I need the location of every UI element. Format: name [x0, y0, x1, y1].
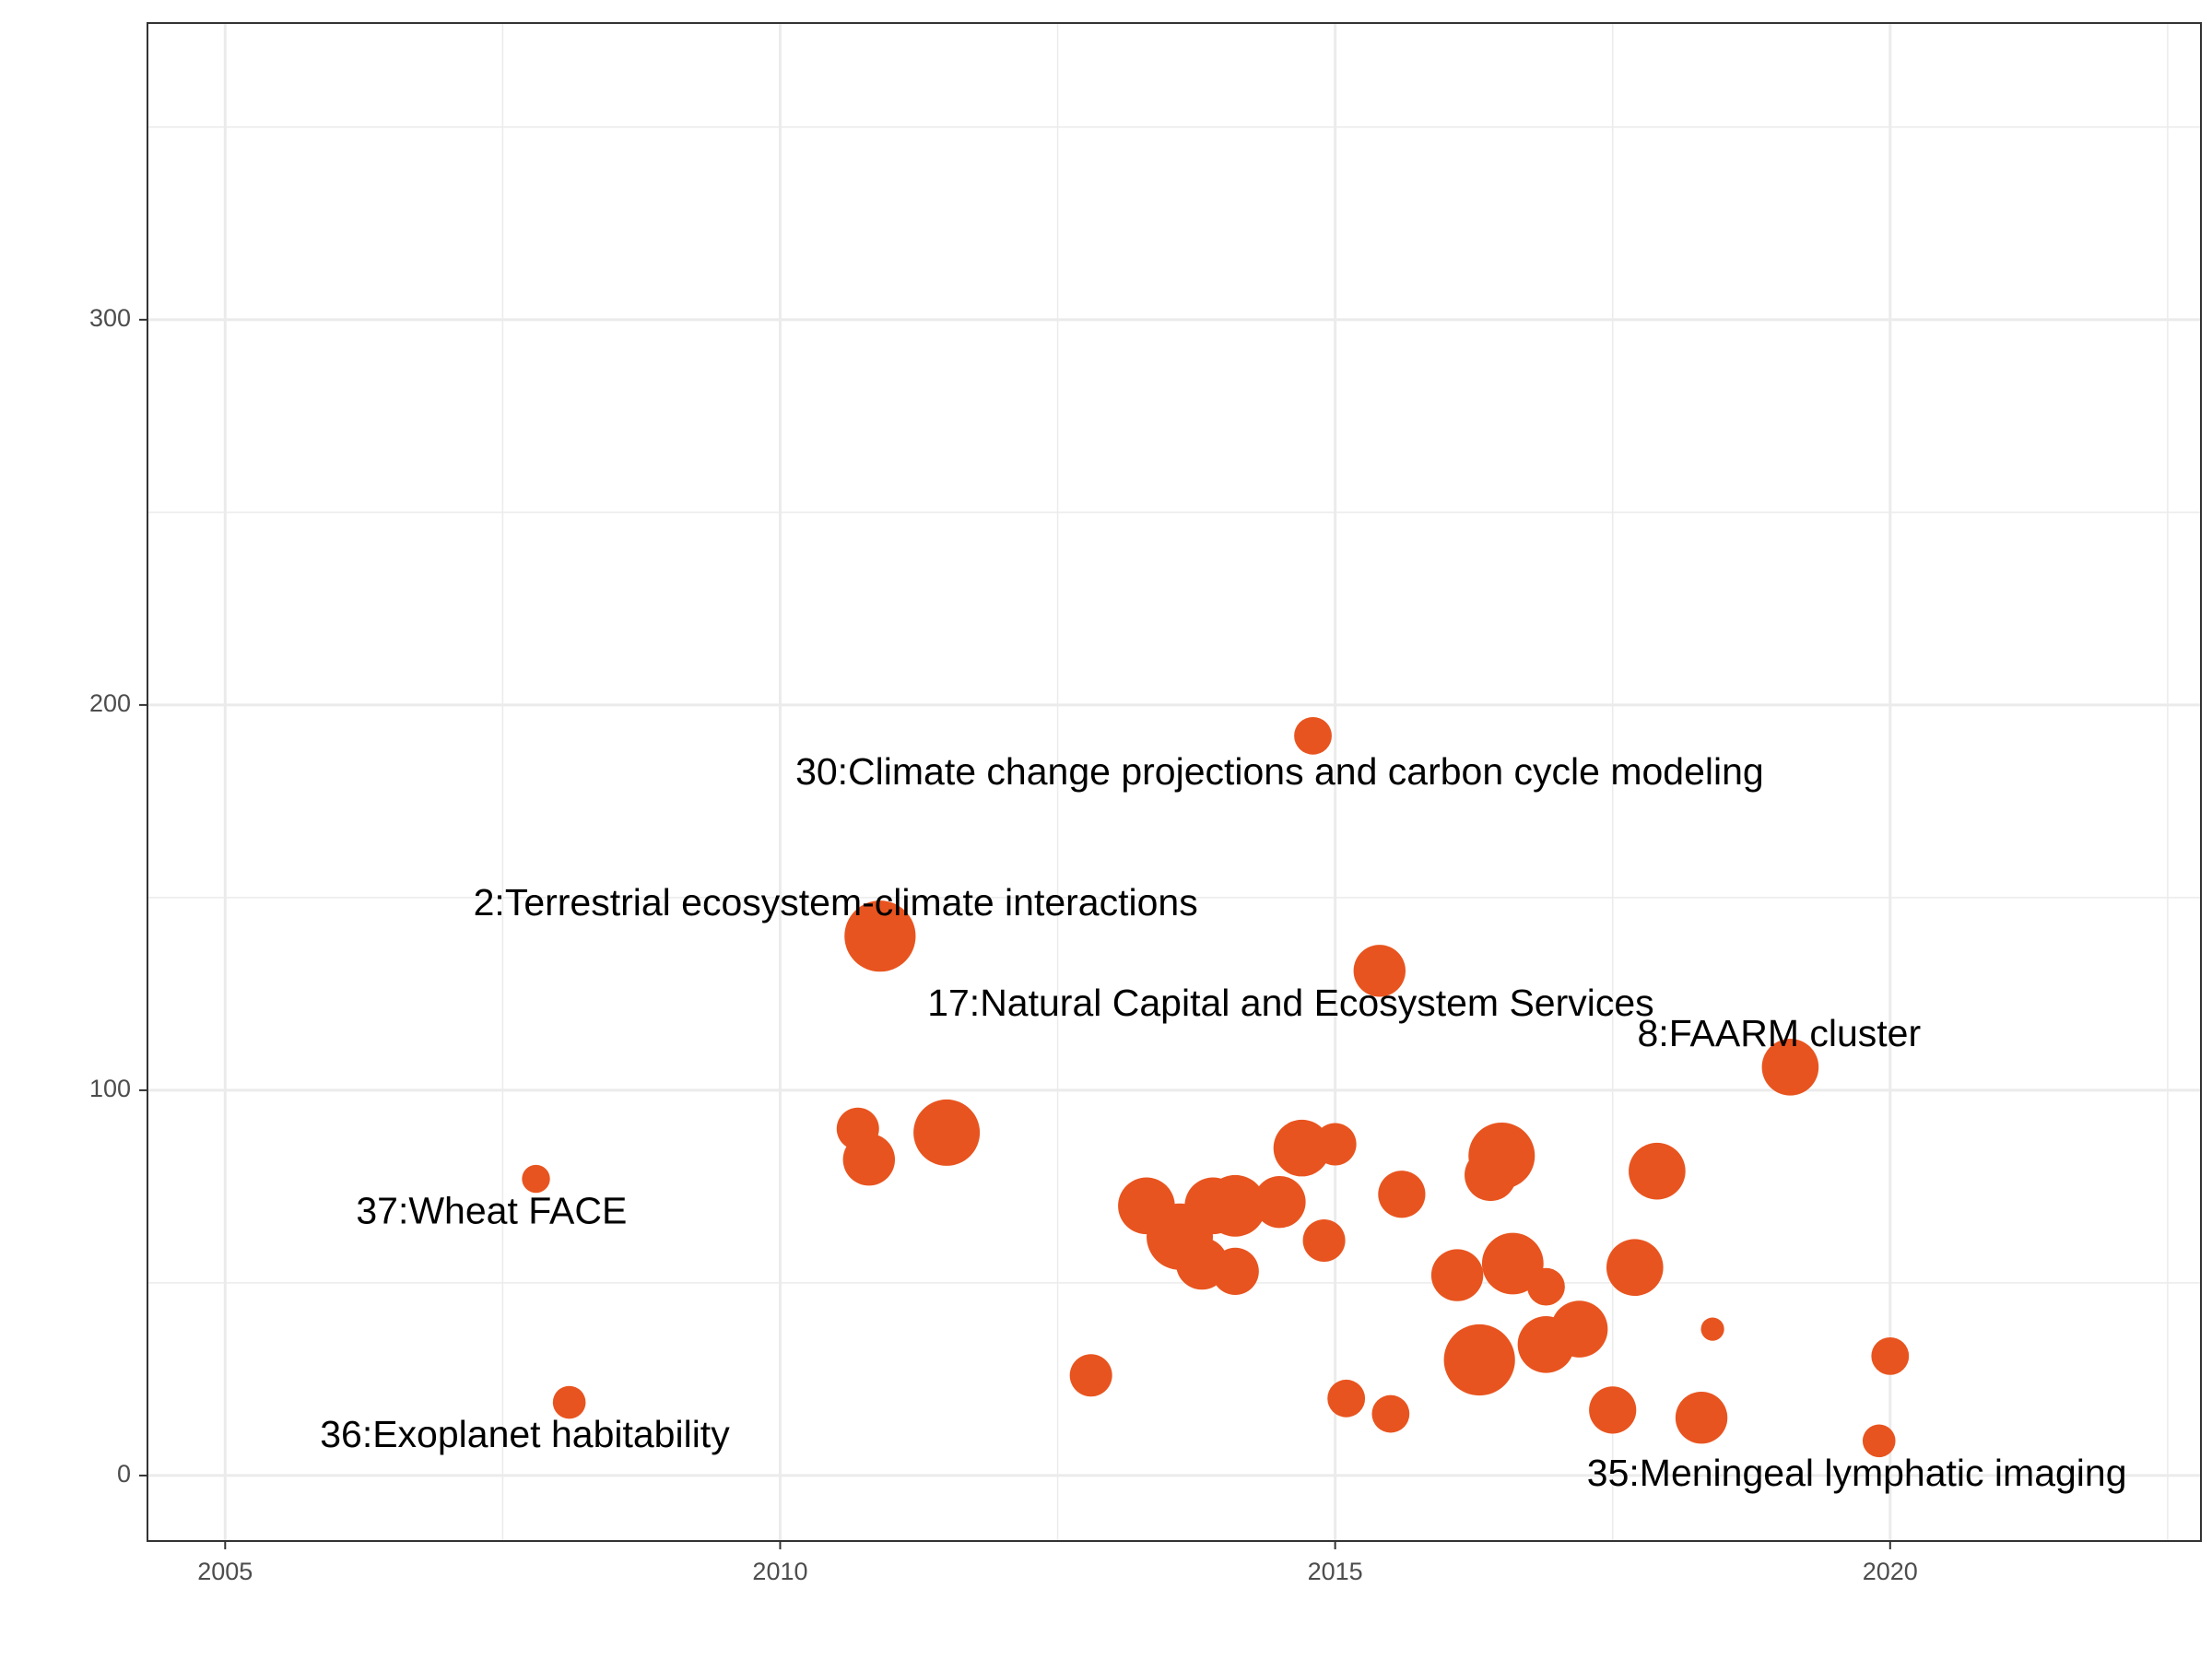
y-tick-label: 0: [117, 1460, 131, 1488]
x-tick-label: 2015: [1308, 1558, 1363, 1585]
data-point: [1211, 1247, 1259, 1295]
data-point: [1294, 716, 1332, 755]
data-point: [1629, 1142, 1686, 1200]
data-point: [913, 1099, 981, 1166]
data-point: [1761, 1039, 1819, 1096]
y-tick-label: 300: [89, 304, 131, 332]
data-point: [1273, 1119, 1331, 1177]
point-labels: 30:Climate change projections and carbon…: [320, 750, 2126, 1494]
data-point: [1675, 1392, 1728, 1444]
data-point: [1327, 1379, 1366, 1418]
y-tick-label: 100: [89, 1075, 131, 1102]
data-point: [1313, 1123, 1357, 1166]
data-points: [522, 716, 1910, 1458]
data-point: [842, 1133, 896, 1186]
point-label: 8:FAARM cluster: [1638, 1012, 1922, 1054]
data-point: [1606, 1239, 1664, 1297]
data-point: [1481, 1232, 1544, 1295]
x-tick-label: 2010: [752, 1558, 807, 1585]
data-point: [1468, 1122, 1535, 1189]
point-label: 35:Meningeal lymphatic imaging: [1587, 1452, 2127, 1494]
data-point: [1443, 1324, 1515, 1396]
grid-lines: [147, 23, 2201, 1541]
point-label: 2:Terrestrial ecosystem-climate interact…: [474, 881, 1198, 924]
data-point: [522, 1164, 550, 1194]
point-label: 36:Exoplanet habitability: [320, 1413, 730, 1455]
plot-panel: [147, 23, 2201, 1541]
data-point: [1253, 1175, 1306, 1229]
data-point: [1550, 1300, 1608, 1358]
x-tick-label: 2005: [197, 1558, 253, 1585]
point-label: 30:Climate change projections and carbon…: [795, 750, 1764, 793]
data-point: [1378, 1171, 1426, 1218]
data-point: [844, 900, 916, 972]
data-point: [1204, 1174, 1266, 1237]
data-point: [1353, 945, 1406, 997]
data-point: [1871, 1336, 1910, 1375]
data-point: [1862, 1424, 1896, 1458]
data-point: [1302, 1218, 1346, 1262]
point-label: 17:Natural Capital and Ecosystem Service…: [927, 982, 1653, 1024]
plot-border: [147, 22, 2202, 1542]
data-point: [1430, 1249, 1484, 1301]
y-tick-label: 200: [89, 689, 131, 717]
point-label: 37:Wheat FACE: [356, 1190, 627, 1232]
data-point: [1069, 1354, 1112, 1397]
data-point: [1527, 1267, 1565, 1306]
axes: 2005 2010 2015 2020 0 100 200 300: [89, 304, 1918, 1585]
data-point: [1700, 1317, 1724, 1341]
data-point: [552, 1385, 586, 1419]
x-tick-label: 2020: [1863, 1558, 1918, 1585]
data-point: [1371, 1394, 1410, 1433]
data-point: [1589, 1386, 1637, 1434]
